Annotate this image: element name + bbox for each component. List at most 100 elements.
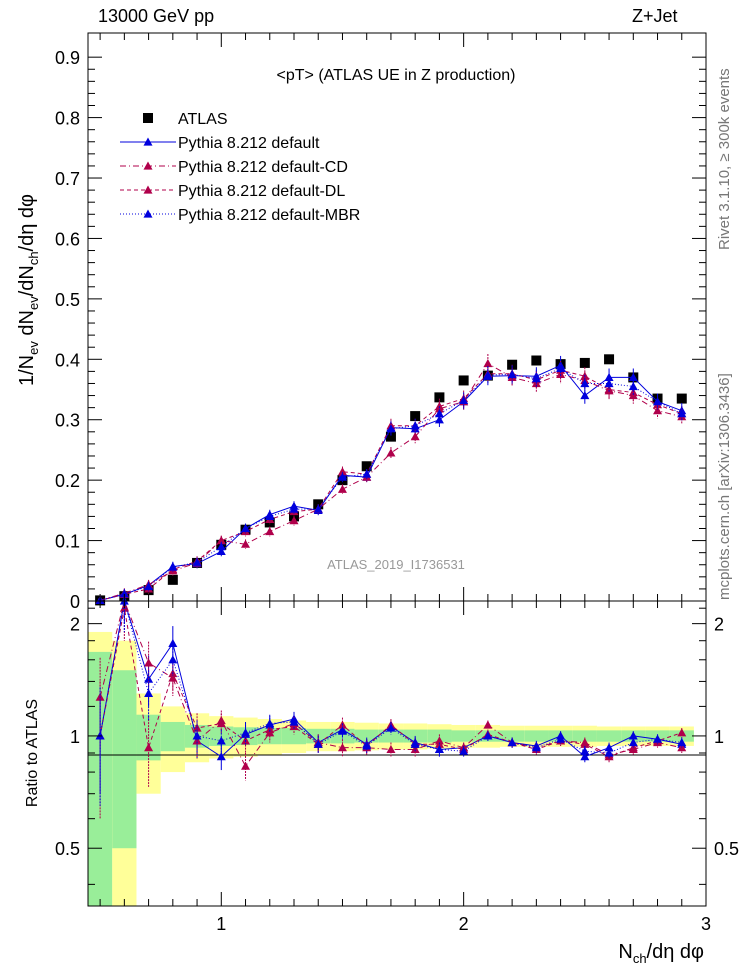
main-point-mbr	[507, 369, 517, 379]
main-point-dl	[628, 388, 638, 397]
header-left: 13000 GeV pp	[98, 6, 215, 26]
main-point-mbr	[337, 472, 347, 481]
ratio-xtick-label: 2	[459, 914, 469, 934]
legend: ATLAS Pythia 8.212 default Pythia 8.212 de…	[120, 111, 360, 224]
legend-label: Pythia 8.212 default-MBR	[178, 207, 360, 224]
ratio-point-cd	[386, 744, 396, 754]
atlas-point	[604, 354, 615, 365]
legend-label: Pythia 8.212 default-DL	[178, 183, 345, 200]
main-point-dl	[434, 401, 444, 411]
ratio-ytick-label: 0.5	[55, 839, 80, 859]
main-ytick-label: 0.7	[55, 169, 80, 189]
ratio-ylabel: Ratio to ATLAS	[24, 699, 41, 807]
main-ytick-label: 0.9	[55, 48, 80, 68]
ratio-ytick-label-right: 2	[714, 615, 724, 635]
ratio-point-cd	[144, 658, 154, 667]
main-point-mbr	[556, 363, 566, 372]
ratio-point-default	[604, 743, 614, 752]
main-point-mbr	[531, 374, 541, 383]
ratio-point-mbr	[434, 744, 444, 754]
ratio-point-mbr	[386, 723, 396, 732]
ratio-point-mbr	[241, 728, 251, 737]
main-point-mbr	[362, 469, 372, 478]
ratio-point-mbr	[628, 738, 638, 747]
main-ytick-label: 0.4	[55, 350, 80, 370]
ratio-ytick-label: 1	[70, 727, 80, 747]
ratio-point-mbr	[289, 717, 299, 726]
main-ytick-label: 0.8	[55, 109, 80, 129]
ratio-point-cd	[337, 743, 347, 752]
main-point-mbr	[144, 581, 154, 591]
ratio-point-mbr	[144, 688, 154, 698]
ratio-point-mbr	[362, 741, 372, 750]
ratio-point-mbr	[216, 736, 226, 745]
legend-marker-dl	[143, 185, 153, 194]
ratio-point-cd	[483, 720, 493, 729]
main-point-mbr	[604, 378, 614, 388]
ratio-point-dl	[216, 718, 226, 728]
main-point-mbr	[289, 504, 299, 513]
ratio-point-mbr	[483, 731, 493, 740]
main-point-dl	[604, 385, 614, 394]
ratio-point-mbr	[337, 726, 347, 735]
main-point-cd	[241, 539, 251, 548]
ratio-point-mbr	[459, 746, 469, 755]
main-point-default	[628, 372, 638, 382]
ratio-point-cd	[410, 744, 420, 754]
atlas-point	[385, 431, 396, 442]
axis-ticks	[88, 33, 707, 906]
main-point-cd	[386, 448, 396, 457]
ratio-xtick-label: 3	[701, 914, 711, 934]
ratio-point-default	[168, 638, 178, 648]
main-ytick-label: 0.3	[55, 411, 80, 431]
legend-label: ATLAS	[178, 111, 228, 128]
main-point-cd	[410, 432, 420, 441]
ratio-point-mbr	[168, 655, 178, 664]
legend-marker-mbr	[143, 209, 153, 218]
main-point-mbr	[386, 424, 396, 433]
main-point-mbr	[410, 421, 420, 430]
ratio-point-dl	[265, 725, 275, 734]
series-layer	[95, 354, 687, 819]
ratio-point-mbr	[313, 739, 323, 748]
ratio-xtick-label: 1	[216, 914, 226, 934]
main-ytick-label: 0.1	[55, 532, 80, 552]
ratio-point-dl	[144, 743, 154, 752]
main-point-dl	[216, 536, 226, 545]
main-point-mbr	[313, 504, 323, 513]
main-point-mbr	[677, 409, 687, 418]
atlas-point	[434, 392, 445, 403]
header-right: Z+Jet	[632, 6, 678, 26]
ratio-point-mbr	[556, 734, 566, 743]
ratio-point-dl	[580, 739, 590, 748]
atlas-point	[458, 375, 469, 386]
main-point-mbr	[628, 381, 638, 391]
main-point-dl	[337, 467, 347, 476]
ratio-point-default	[216, 752, 226, 761]
ratio-point-dl	[289, 721, 299, 731]
ratio-ytick-label: 2	[70, 615, 80, 635]
main-ylabel: 1/Nev dNev/dNch/dη dφ	[16, 194, 41, 386]
xlabel: Nch/dη dφ	[618, 941, 704, 966]
ratio-point-default	[628, 731, 638, 740]
main-point-default	[580, 391, 590, 400]
atlas-point	[410, 411, 421, 422]
ratio-ytick-label-right: 0.5	[714, 839, 739, 859]
band-inner-bin	[524, 730, 549, 742]
legend-marker-cd	[143, 161, 153, 170]
ratio-point-cd	[241, 761, 251, 770]
atlas-point	[676, 393, 687, 404]
legend-label: Pythia 8.212 default-CD	[178, 159, 348, 176]
main-point-mbr	[265, 511, 275, 521]
main-ytick-label: 0.2	[55, 471, 80, 491]
band-inner-bin	[596, 730, 622, 742]
legend-label: Pythia 8.212 default	[178, 135, 320, 152]
main-point-mbr	[580, 378, 590, 388]
main-point-mbr	[192, 557, 202, 566]
ratio-point-mbr	[192, 731, 202, 740]
main-point-mbr	[653, 397, 663, 406]
band-inner-bin	[112, 670, 137, 849]
main-ytick-label: 0.5	[55, 290, 80, 310]
main-point-mbr	[459, 395, 469, 404]
